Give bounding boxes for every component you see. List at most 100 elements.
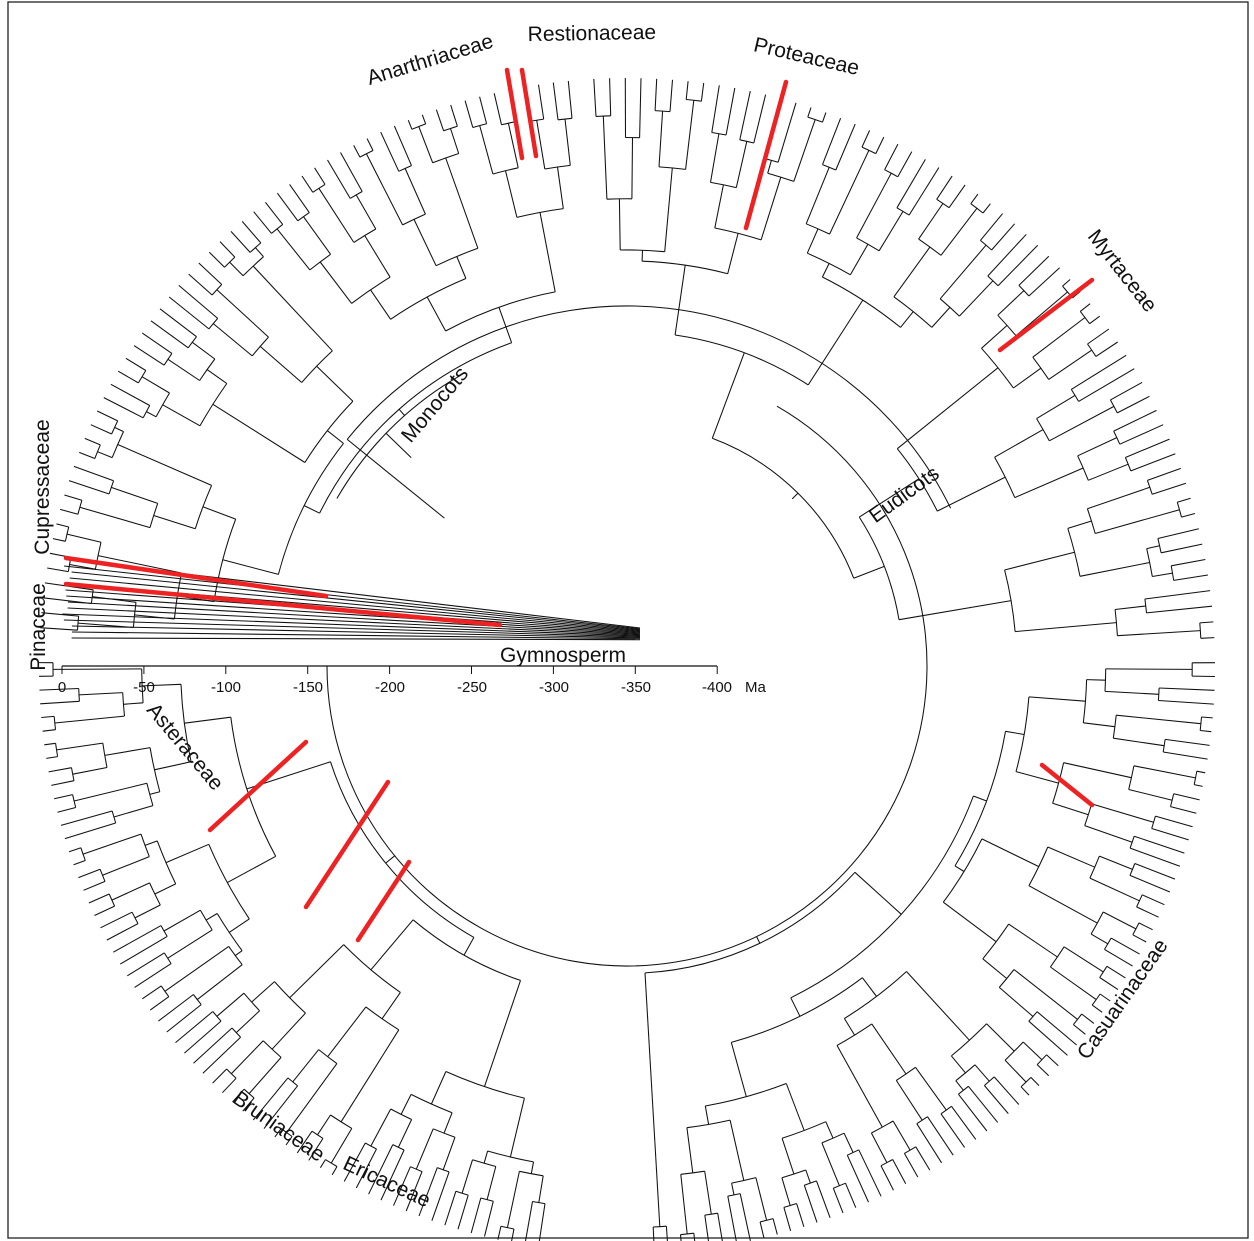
branch-segment [880,1165,894,1191]
branch-arc [77,500,83,515]
branch-segment [316,365,354,402]
branch-segment [509,1097,525,1158]
highlighted-lineages [63,67,1095,943]
branch-segment [493,93,503,125]
branch-segment [997,244,1039,287]
branch-segment [892,1159,907,1184]
branch-segment [111,882,150,901]
branch-arc [970,203,984,214]
branch-arc [936,198,950,209]
branch-segment [252,1077,289,1121]
branch-segment [149,996,170,1011]
branch-arc [311,1130,324,1139]
branch-segment [405,1171,423,1212]
branch-segment [1099,993,1111,1002]
branch-arc [274,981,306,1014]
tick-label-300: -300 [539,679,569,696]
branch-segment [937,476,1006,512]
branch-arc [330,1114,353,1129]
branch-segment [1102,911,1137,930]
label-gymnosperm: Gymnosperm [500,644,626,667]
branch-segment [484,980,521,1087]
branch-segment [1095,341,1118,357]
branch-arc [231,1027,241,1038]
branch-segment [57,806,76,813]
branch-arc [904,1146,917,1154]
branch-segment [916,1123,943,1164]
branch-segment [1063,946,1104,973]
branch-arc [199,383,228,427]
branch-segment [939,244,987,300]
branch-segment [727,233,739,274]
branch-segment [856,172,892,239]
branch-segment [327,430,344,444]
branch-segment [829,150,870,235]
branch-segment [954,865,965,872]
branch-segment [1091,803,1154,823]
branch-segment [110,383,150,406]
highlight-bar [743,79,789,231]
branch-segment [1088,463,1129,481]
branch-arc [981,347,1014,389]
branch-segment [843,1132,854,1153]
branch-segment [552,82,559,120]
branch-segment [915,1146,931,1171]
branch-segment [330,1128,353,1164]
branch-segment [198,262,223,285]
branch-segment [1015,291,1068,337]
branch-segment [816,1180,831,1218]
branch-arc [319,342,512,514]
branch-arc [822,164,837,171]
branch-segment [790,997,801,1017]
branch-arc [149,503,159,528]
branch-segment [144,840,158,846]
branch-segment [97,451,113,459]
tick-label-350: -350 [621,679,651,696]
branch-segment [538,1175,544,1203]
branch-segment [119,935,168,965]
branch-arc [359,150,374,158]
branch-segment [79,451,95,459]
highlight-bar [63,581,503,628]
branch-segment [1119,424,1164,445]
branch-arc [192,994,202,1005]
branch-arc [208,318,219,330]
branch-segment [1136,906,1159,918]
branch-segment [714,184,724,229]
branch-segment [153,514,196,530]
branch-segment [731,1182,735,1196]
branch-segment [658,111,664,167]
branch-arc [199,358,216,381]
label-asteraceae: Asteraceae [142,699,228,795]
branch-segment [959,280,994,317]
branch-segment [973,795,987,802]
branch-segment [1028,885,1098,924]
branch-segment [1089,877,1140,902]
branch-segment [164,945,230,992]
branch-segment [1008,923,1058,958]
branch-arc [297,212,310,222]
branch-segment [56,523,69,528]
branch-arc [939,298,960,317]
backbone-arc [346,305,952,509]
branch-segment [100,911,133,929]
branch-segment [982,203,991,214]
branch-segment [717,1213,723,1241]
branch-segment [1138,922,1153,931]
branch-segment [303,505,320,514]
branch-segment [274,1128,282,1138]
branch-segment [858,1149,882,1197]
branch-segment [52,538,66,542]
branch-segment [1155,815,1193,828]
branch-segment [444,1191,457,1226]
branch-arc [655,110,671,113]
branch-arc [861,146,877,155]
branch-segment [892,1120,911,1151]
branch-segment [456,256,467,279]
branch-segment [704,1215,710,1241]
branch-arc [111,431,124,458]
branch-segment [461,1159,474,1194]
branch-segment [1030,1077,1040,1086]
branch-segment [654,78,658,111]
branch-arc [480,1197,494,1202]
